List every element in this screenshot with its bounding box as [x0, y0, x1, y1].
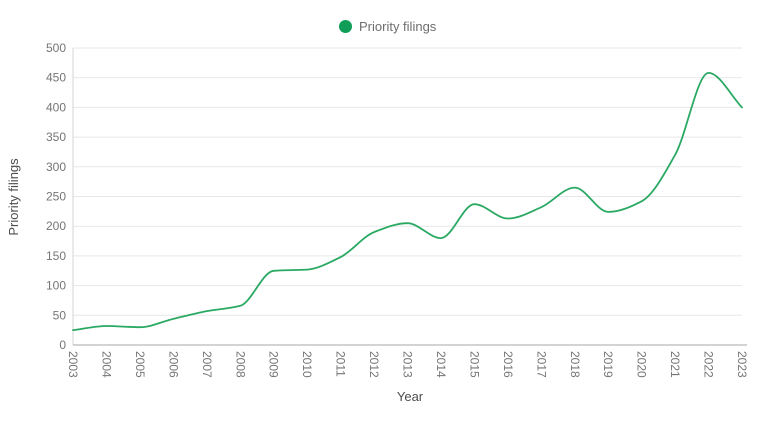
y-tick-label: 250: [46, 190, 66, 204]
x-tick-label: 2009: [267, 351, 281, 378]
x-axis-title: Year: [397, 389, 424, 404]
series-lines: [72, 71, 743, 331]
x-tick-label: 2004: [99, 351, 113, 378]
x-tick-label: 2015: [467, 351, 481, 378]
y-tick-label: 50: [53, 308, 67, 322]
x-tick-label: 2013: [401, 351, 415, 378]
x-tick-label: 2006: [166, 351, 180, 378]
y-axis-tick-labels: 0 50 100 150 200 250 300 350 400 450 500: [46, 41, 66, 352]
y-tick-label: 200: [46, 219, 66, 233]
x-tick-label: 2020: [635, 351, 649, 378]
x-tick-label: 2018: [568, 351, 582, 378]
y-tick-label: 100: [46, 279, 66, 293]
x-tick-label: 2012: [367, 351, 381, 378]
y-tick-label: 150: [46, 249, 66, 263]
x-tick-label: 2003: [66, 351, 80, 378]
x-tick-label: 2005: [133, 351, 147, 378]
legend: Priority filings: [339, 19, 436, 34]
x-tick-label: 2021: [668, 351, 682, 378]
series-line-priority-filings: [72, 71, 743, 331]
y-tick-label: 500: [46, 41, 66, 55]
x-tick-label: 2023: [735, 351, 749, 378]
x-tick-label: 2008: [233, 351, 247, 378]
y-tick-label: 400: [46, 100, 66, 114]
x-tick-label: 2014: [434, 351, 448, 378]
axis-lines: [72, 48, 747, 346]
x-tick-label: 2019: [601, 351, 615, 378]
x-tick-label: 2016: [501, 351, 515, 378]
x-tick-label: 2007: [200, 351, 214, 378]
y-tick-label: 450: [46, 71, 66, 85]
x-tick-label: 2017: [534, 351, 548, 378]
x-axis-tick-labels: 2003 2004 2005 2006 2007 2008 2009 2010 2011 2012…: [66, 351, 749, 378]
gridlines: [73, 47, 742, 316]
legend-item-priority-filings[interactable]: Priority filings: [339, 19, 436, 34]
legend-marker-circle-icon: [339, 20, 352, 33]
y-tick-label: 300: [46, 160, 66, 174]
y-tick-label: 350: [46, 130, 66, 144]
x-tick-label: 2011: [334, 351, 348, 377]
legend-label: Priority filings: [359, 19, 437, 34]
x-tick-label: 2010: [300, 351, 314, 378]
y-tick-label: 0: [59, 338, 66, 352]
x-tick-label: 2022: [702, 351, 716, 378]
y-axis-title: Priority filings: [6, 158, 21, 236]
